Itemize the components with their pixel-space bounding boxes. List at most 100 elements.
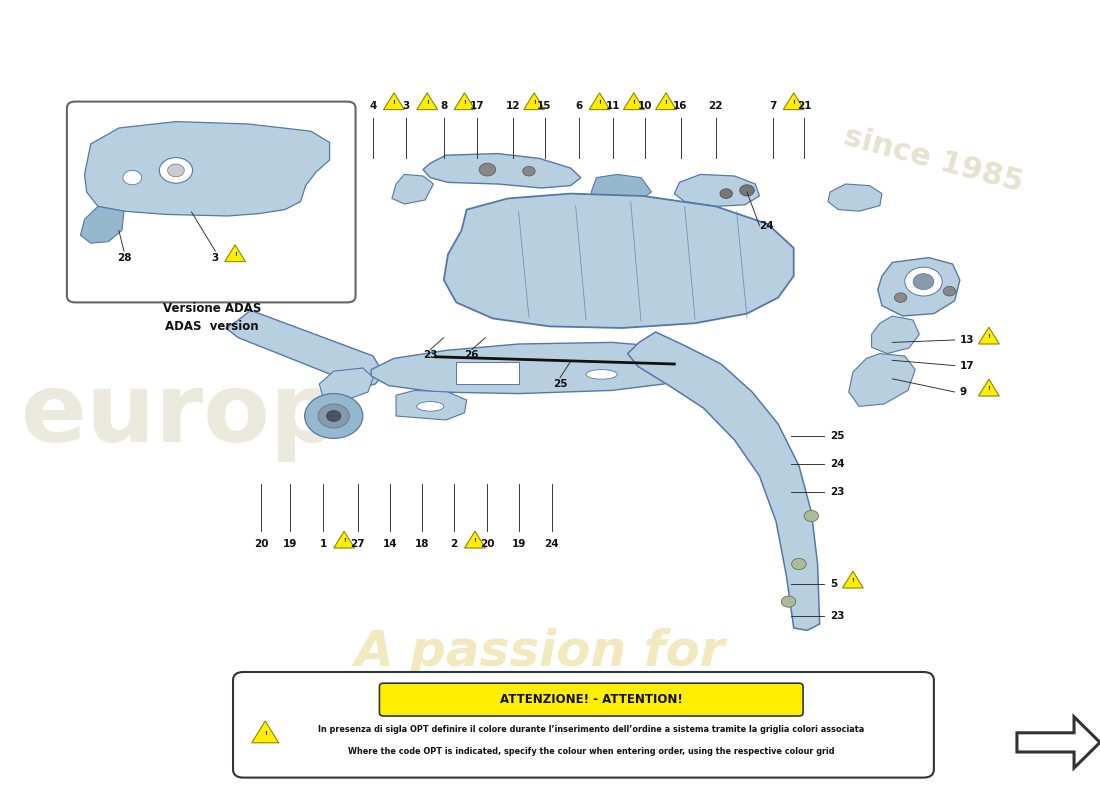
Ellipse shape xyxy=(417,402,443,411)
Polygon shape xyxy=(85,122,330,216)
Text: !: ! xyxy=(233,252,236,257)
Text: 22: 22 xyxy=(708,101,723,110)
Polygon shape xyxy=(384,93,405,110)
Circle shape xyxy=(318,404,350,428)
Polygon shape xyxy=(828,184,882,211)
Text: 19: 19 xyxy=(512,539,526,549)
Polygon shape xyxy=(1016,717,1100,768)
Text: !: ! xyxy=(988,386,990,391)
FancyBboxPatch shape xyxy=(67,102,355,302)
Text: 17: 17 xyxy=(470,101,484,110)
Circle shape xyxy=(804,510,818,522)
Text: 3: 3 xyxy=(403,101,410,110)
Circle shape xyxy=(522,166,536,176)
Text: 17: 17 xyxy=(960,361,975,370)
Polygon shape xyxy=(871,316,920,354)
Text: !: ! xyxy=(532,100,536,105)
Circle shape xyxy=(167,164,184,177)
Polygon shape xyxy=(979,327,999,344)
Polygon shape xyxy=(628,332,820,630)
Circle shape xyxy=(905,267,943,296)
Circle shape xyxy=(943,286,956,296)
Text: 24: 24 xyxy=(759,221,774,230)
FancyBboxPatch shape xyxy=(233,672,934,778)
Text: 23: 23 xyxy=(424,350,438,360)
Polygon shape xyxy=(590,93,609,110)
Text: 28: 28 xyxy=(117,253,131,262)
Polygon shape xyxy=(424,154,581,188)
Text: !: ! xyxy=(343,538,345,543)
Text: 8: 8 xyxy=(440,101,448,110)
Text: 20: 20 xyxy=(481,539,495,549)
Text: !: ! xyxy=(792,100,795,105)
Polygon shape xyxy=(396,390,466,420)
Polygon shape xyxy=(843,571,864,588)
Circle shape xyxy=(913,274,934,290)
Text: !: ! xyxy=(851,578,855,583)
Text: 11: 11 xyxy=(606,101,620,110)
Polygon shape xyxy=(417,93,438,110)
Circle shape xyxy=(327,410,341,422)
Text: 5: 5 xyxy=(830,579,837,589)
Circle shape xyxy=(792,558,806,570)
Text: In presenza di sigla OPT definire il colore durante l’inserimento dell’ordine a : In presenza di sigla OPT definire il col… xyxy=(318,725,865,734)
Text: !: ! xyxy=(463,100,466,105)
Text: europ: europ xyxy=(21,370,341,462)
Polygon shape xyxy=(454,93,475,110)
Text: !: ! xyxy=(393,100,395,105)
Text: 24: 24 xyxy=(830,459,845,469)
Polygon shape xyxy=(591,174,651,204)
Polygon shape xyxy=(371,342,693,394)
Polygon shape xyxy=(252,721,278,742)
FancyBboxPatch shape xyxy=(379,683,803,716)
Text: 21: 21 xyxy=(796,101,812,110)
Text: 24: 24 xyxy=(544,539,559,549)
Text: !: ! xyxy=(988,334,990,339)
Text: 15: 15 xyxy=(537,101,552,110)
Polygon shape xyxy=(878,258,960,316)
Text: 13: 13 xyxy=(960,335,975,345)
Circle shape xyxy=(160,158,192,183)
Text: 2: 2 xyxy=(451,539,458,549)
Polygon shape xyxy=(226,309,384,387)
Text: 1: 1 xyxy=(320,539,327,549)
Circle shape xyxy=(739,185,755,196)
Polygon shape xyxy=(524,93,544,110)
Text: 14: 14 xyxy=(383,539,397,549)
Text: !: ! xyxy=(473,538,476,543)
Text: Versione ADAS
ADAS  version: Versione ADAS ADAS version xyxy=(163,302,262,334)
Text: 23: 23 xyxy=(830,611,845,621)
Polygon shape xyxy=(443,194,794,328)
Polygon shape xyxy=(464,531,485,548)
Text: A passion for: A passion for xyxy=(354,628,725,676)
Text: 4: 4 xyxy=(370,101,377,110)
Text: 27: 27 xyxy=(350,539,365,549)
Polygon shape xyxy=(624,93,645,110)
Text: ATTENZIONE! - ATTENTION!: ATTENZIONE! - ATTENTION! xyxy=(499,693,683,706)
Circle shape xyxy=(720,189,733,198)
Text: 3: 3 xyxy=(212,253,219,262)
Text: 23: 23 xyxy=(830,487,845,497)
Polygon shape xyxy=(456,362,518,384)
Ellipse shape xyxy=(586,370,617,379)
Text: since 1985: since 1985 xyxy=(840,122,1027,198)
Polygon shape xyxy=(783,93,804,110)
Text: 16: 16 xyxy=(673,101,688,110)
Polygon shape xyxy=(674,174,759,206)
Text: !: ! xyxy=(426,100,429,105)
Polygon shape xyxy=(849,354,915,406)
Circle shape xyxy=(480,163,496,176)
Text: Where the code OPT is indicated, specify the colour when entering order, using t: Where the code OPT is indicated, specify… xyxy=(348,747,835,757)
Polygon shape xyxy=(392,174,433,204)
Text: 26: 26 xyxy=(464,350,480,360)
Polygon shape xyxy=(224,245,245,262)
Text: !: ! xyxy=(598,100,601,105)
Text: !: ! xyxy=(264,731,266,736)
Text: 7: 7 xyxy=(769,101,777,110)
Polygon shape xyxy=(979,379,999,396)
Text: 19: 19 xyxy=(283,539,297,549)
Polygon shape xyxy=(319,368,373,400)
Polygon shape xyxy=(80,206,124,243)
Text: 18: 18 xyxy=(415,539,429,549)
Polygon shape xyxy=(333,531,354,548)
